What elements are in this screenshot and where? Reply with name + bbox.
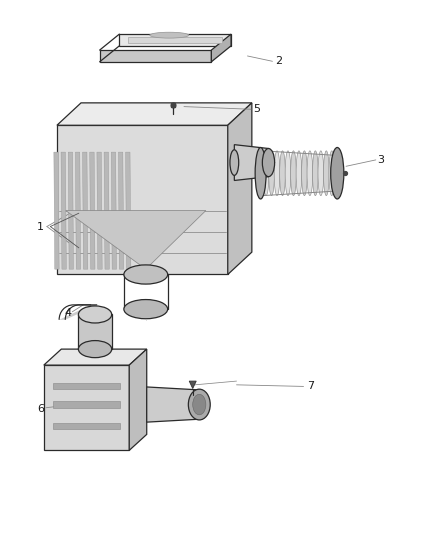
Ellipse shape (296, 151, 302, 196)
Polygon shape (189, 381, 196, 389)
Polygon shape (59, 305, 97, 320)
Polygon shape (57, 103, 252, 125)
Ellipse shape (78, 306, 112, 323)
Ellipse shape (255, 148, 266, 199)
Polygon shape (111, 152, 117, 269)
Ellipse shape (318, 151, 324, 196)
Ellipse shape (323, 151, 329, 196)
Polygon shape (53, 401, 120, 408)
Polygon shape (234, 144, 268, 181)
Polygon shape (128, 37, 222, 43)
Ellipse shape (230, 150, 239, 175)
Polygon shape (104, 152, 110, 269)
Text: 3: 3 (378, 155, 385, 165)
Ellipse shape (291, 151, 296, 196)
Text: 1: 1 (37, 222, 44, 231)
Ellipse shape (258, 151, 263, 196)
Polygon shape (53, 423, 120, 429)
Ellipse shape (301, 151, 307, 196)
Polygon shape (68, 152, 74, 269)
Polygon shape (57, 125, 228, 274)
Polygon shape (53, 383, 120, 389)
Ellipse shape (150, 32, 189, 38)
Polygon shape (126, 152, 131, 269)
Text: 2: 2 (275, 56, 282, 66)
Polygon shape (147, 387, 199, 422)
Polygon shape (83, 152, 88, 269)
Polygon shape (129, 349, 147, 450)
Polygon shape (119, 34, 231, 46)
Polygon shape (97, 152, 102, 269)
Ellipse shape (269, 151, 274, 196)
Polygon shape (75, 152, 81, 269)
Polygon shape (78, 314, 112, 349)
Ellipse shape (124, 300, 168, 319)
Ellipse shape (188, 389, 210, 420)
Ellipse shape (329, 151, 335, 196)
Ellipse shape (307, 151, 313, 196)
Polygon shape (99, 50, 211, 62)
Polygon shape (118, 152, 124, 269)
Ellipse shape (279, 151, 285, 196)
Ellipse shape (274, 151, 280, 196)
Ellipse shape (335, 151, 340, 196)
Text: 4: 4 (65, 308, 72, 318)
Ellipse shape (262, 149, 275, 176)
Polygon shape (61, 152, 66, 269)
Ellipse shape (285, 151, 291, 196)
Text: 6: 6 (37, 405, 44, 414)
Ellipse shape (124, 265, 168, 284)
Polygon shape (44, 365, 129, 450)
Ellipse shape (78, 341, 112, 358)
Text: 5: 5 (253, 104, 260, 114)
Polygon shape (211, 34, 231, 62)
Polygon shape (66, 211, 206, 269)
Polygon shape (54, 152, 59, 269)
Ellipse shape (193, 394, 206, 415)
Polygon shape (90, 152, 95, 269)
Ellipse shape (313, 151, 318, 196)
Text: 7: 7 (307, 382, 314, 391)
Ellipse shape (263, 151, 269, 196)
Ellipse shape (331, 148, 344, 199)
Polygon shape (44, 349, 147, 365)
Polygon shape (228, 103, 252, 274)
